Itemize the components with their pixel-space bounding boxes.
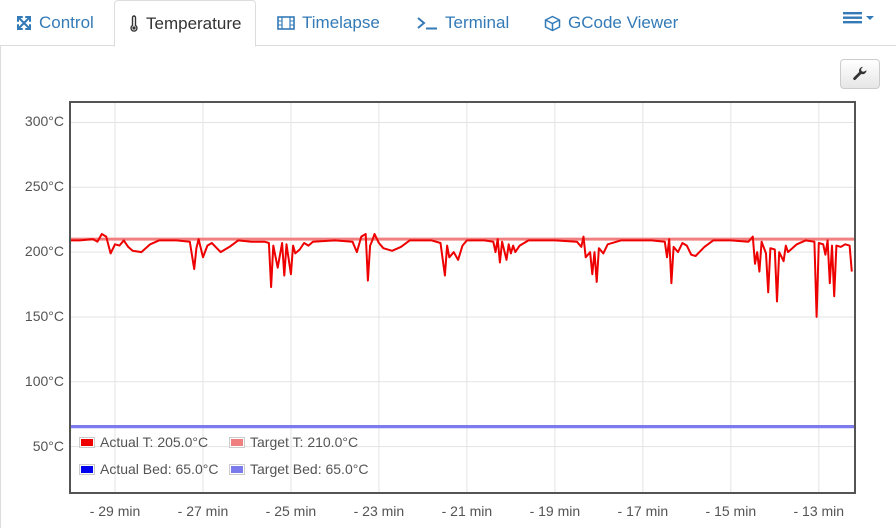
caret-down-icon bbox=[866, 16, 874, 20]
x-tick-label: - 15 min bbox=[705, 503, 757, 519]
tabs-menu-button[interactable] bbox=[843, 10, 874, 25]
bars-icon bbox=[843, 12, 862, 24]
tab-terminal[interactable]: Terminal bbox=[416, 0, 509, 46]
tab-label: GCode Viewer bbox=[568, 13, 679, 32]
tab-label: Timelapse bbox=[302, 13, 380, 32]
thermometer-icon bbox=[130, 15, 138, 32]
actual-tool-line bbox=[71, 233, 853, 318]
tab-gcode-viewer[interactable]: GCode Viewer bbox=[544, 0, 678, 46]
legend-item-actual-tool: Actual T: 205.0°C bbox=[79, 434, 208, 450]
legend-label: Target T: 210.0°C bbox=[250, 434, 359, 450]
legend-label: Actual Bed: 65.0°C bbox=[100, 461, 219, 477]
temperature-graph bbox=[69, 101, 856, 494]
tab-control[interactable]: Control bbox=[16, 0, 94, 46]
y-tick-label: 200°C bbox=[24, 243, 64, 260]
temperature-panel bbox=[0, 45, 896, 528]
tab-label: Terminal bbox=[445, 13, 510, 32]
legend-label: Target Bed: 65.0°C bbox=[250, 461, 369, 477]
wrench-icon bbox=[853, 66, 867, 81]
x-tick-label: - 25 min bbox=[265, 503, 317, 519]
y-tick-label: 250°C bbox=[24, 178, 64, 195]
y-tick-label: 50°C bbox=[32, 437, 64, 454]
temperature-plot-area bbox=[71, 103, 854, 492]
legend-label: Actual T: 205.0°C bbox=[100, 434, 209, 450]
x-tick-label: - 19 min bbox=[529, 503, 581, 519]
film-icon bbox=[277, 16, 295, 30]
tab-bar: Control Temperature Timelapse Terminal bbox=[0, 0, 896, 47]
tab-label: Control bbox=[39, 13, 94, 32]
legend-item-actual-bed: Actual Bed: 65.0°C bbox=[79, 461, 218, 477]
x-tick-label: - 29 min bbox=[89, 503, 141, 519]
arrows-icon bbox=[17, 16, 31, 30]
terminal-icon bbox=[417, 17, 437, 30]
x-tick-label: - 21 min bbox=[441, 503, 493, 519]
x-tick-label: - 27 min bbox=[177, 503, 229, 519]
x-tick-label: - 23 min bbox=[353, 503, 405, 519]
graph-settings-button[interactable] bbox=[840, 59, 880, 89]
x-tick-label: - 13 min bbox=[793, 503, 845, 519]
series-lines bbox=[71, 233, 854, 429]
legend-item-target-tool: Target T: 210.0°C bbox=[229, 434, 358, 450]
tab-temperature[interactable]: Temperature bbox=[114, 0, 257, 47]
y-tick-label: 300°C bbox=[24, 113, 64, 130]
tab-timelapse[interactable]: Timelapse bbox=[277, 0, 380, 46]
x-tick-label: - 17 min bbox=[617, 503, 669, 519]
y-tick-label: 150°C bbox=[24, 307, 64, 324]
cube-icon bbox=[544, 15, 561, 31]
tab-label: Temperature bbox=[146, 13, 242, 33]
legend-item-target-bed: Target Bed: 65.0°C bbox=[229, 461, 368, 477]
y-tick-label: 100°C bbox=[24, 372, 64, 389]
